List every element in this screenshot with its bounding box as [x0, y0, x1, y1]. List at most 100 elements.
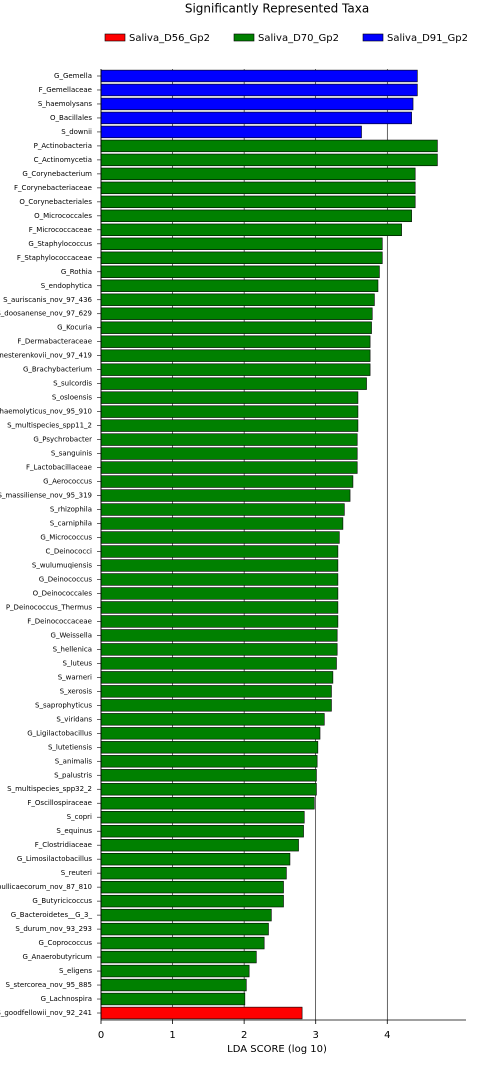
y-tick-label: G_Lachnospira	[41, 995, 92, 1003]
bar	[100, 783, 317, 796]
y-tick-label: S_luteus	[63, 659, 93, 667]
bar	[100, 83, 418, 97]
bar	[100, 461, 358, 474]
bar	[100, 839, 299, 852]
y-tick-label: S_eligens	[59, 967, 92, 975]
x-tick-label: 2	[241, 1030, 247, 1041]
y-tick-label: S_stercorea_nov_95_885	[6, 981, 92, 989]
legend-swatch	[362, 33, 384, 42]
y-tick-label: G_Aerococcus	[43, 478, 92, 486]
bar	[100, 405, 359, 418]
y-tick-label: S_reuteri	[61, 869, 92, 877]
y-tick-label: S_sanguinis	[51, 450, 93, 458]
bar	[100, 811, 305, 824]
y-tick-label: F_Deinococcaceae	[27, 617, 92, 625]
y-tick-label: O_Micrococcales	[34, 212, 92, 220]
y-tick-label: S_haemolyticus_nov_95_910	[0, 408, 92, 416]
y-tick-label: S_pullicaecorum_nov_87_810	[0, 883, 92, 891]
bar	[100, 321, 372, 334]
bar	[100, 978, 247, 992]
x-axis-label: LDA SCORE (log 10)	[227, 1044, 327, 1055]
y-tick-label: S_copri	[67, 813, 92, 821]
bar	[100, 559, 339, 572]
bar	[100, 489, 351, 502]
bar	[100, 125, 362, 139]
y-tick-label: S_viridans	[56, 715, 92, 723]
y-tick-label: F_Dermabacteraceae	[17, 338, 92, 346]
bar	[100, 475, 354, 488]
bar	[100, 433, 358, 446]
bar	[100, 335, 371, 348]
y-tick-label: F_Oscillospiraceae	[27, 799, 92, 807]
bar	[100, 643, 338, 656]
bar	[100, 97, 414, 111]
legend-swatch	[233, 33, 255, 42]
y-tick-label: S_endophytica	[41, 282, 92, 290]
y-tick-label: F_Clostridiaceae	[35, 841, 92, 849]
y-tick-label: S_massiliense_nov_95_319	[0, 492, 92, 500]
y-tick-label: F_Corynebacteriaceae	[14, 184, 92, 192]
y-tick-label: F_Staphylococcaceae	[17, 254, 92, 262]
y-tick-label: G_Kocuria	[57, 324, 92, 332]
y-tick-label: S_wulumuqiensis	[32, 561, 92, 569]
bar	[100, 880, 284, 894]
y-tick-label: S_carniphila	[50, 520, 92, 528]
y-tick-label: G_Psychrobacter	[33, 436, 92, 444]
legend-label: Saliva_D91_Gp2	[387, 33, 468, 44]
y-tick-label: S_osloensis	[52, 394, 92, 402]
x-tick-label: 3	[313, 1030, 319, 1041]
bar	[100, 727, 321, 740]
x-tick-label: 0	[98, 1030, 104, 1041]
bar	[100, 223, 402, 237]
bar	[100, 713, 325, 726]
y-tick-label: G_Anaerobutyricum	[23, 953, 93, 961]
bar	[100, 671, 334, 684]
bar	[100, 517, 344, 530]
y-tick-label: S_doosanense_nov_97_629	[0, 310, 92, 318]
bar	[100, 545, 339, 558]
bar	[100, 936, 265, 950]
y-tick-label: F_Gemellaceae	[39, 86, 92, 94]
bar	[100, 922, 269, 936]
y-tick-label: G_Ligilactobacillus	[27, 729, 92, 737]
bar	[100, 181, 416, 195]
y-tick-label: S_auriscanis_nov_97_436	[3, 296, 92, 304]
y-tick-label: S_sulcordis	[53, 380, 92, 388]
y-tick-label: G_Staphylococcus	[28, 240, 92, 248]
bar	[100, 377, 367, 390]
bar	[100, 741, 319, 754]
bar	[100, 629, 338, 642]
bar	[100, 265, 380, 278]
y-tick-label: S_lutetiensis	[48, 743, 92, 751]
y-tick-label: G_Gemella	[54, 72, 92, 80]
y-tick-label: G_Rothia	[61, 268, 92, 276]
y-tick-label: O_Bacillales	[50, 114, 92, 122]
bar	[100, 363, 371, 376]
y-tick-label: S_hellenica	[53, 645, 92, 653]
bar	[100, 992, 246, 1006]
y-tick-label: F_Lactobacillaceae	[26, 464, 92, 472]
y-tick-label: G_Micrococcus	[40, 534, 92, 542]
y-tick-label: S_saprophyticus	[35, 701, 92, 709]
bar	[100, 153, 438, 167]
bar	[100, 866, 287, 880]
chart-title: Significantly Represented Taxa	[185, 2, 369, 16]
bar	[100, 391, 359, 404]
y-tick-label: S_xerosis	[60, 687, 93, 695]
bar	[100, 139, 438, 153]
y-tick-label: G_Deinococcus	[39, 575, 93, 583]
y-tick-label: C_Deinococci	[45, 547, 92, 555]
bar	[100, 615, 339, 628]
legend-label: Saliva_D56_Gp2	[129, 33, 210, 44]
y-tick-label: G_Bacteroidetes__G_3_	[11, 911, 93, 919]
bar	[100, 69, 418, 83]
y-tick-label: S_warneri	[58, 673, 92, 681]
y-tick-label: S_nesterenkovii_nov_97_419	[0, 352, 92, 360]
y-tick-label: S_goodfellowii_nov_92_241	[0, 1009, 92, 1017]
bar	[100, 195, 416, 209]
legend-label: Saliva_D70_Gp2	[258, 33, 339, 44]
bar	[100, 307, 373, 320]
y-tick-label: G_Butyricicoccus	[32, 897, 92, 905]
bar	[100, 908, 272, 922]
bar	[100, 852, 291, 866]
